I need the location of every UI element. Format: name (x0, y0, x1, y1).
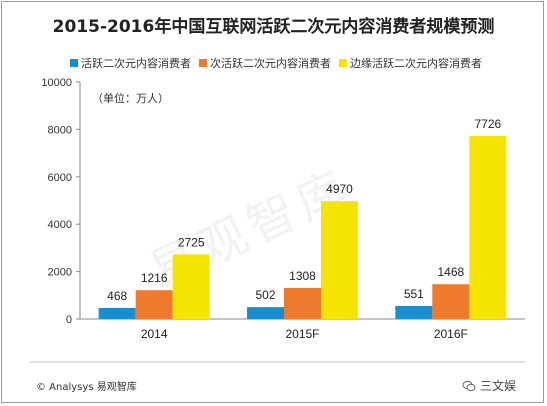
x-tick-label: 2014 (141, 327, 168, 341)
legend-swatch (199, 59, 207, 67)
bar-2016F-2 (469, 135, 507, 319)
legend-swatch (339, 59, 347, 67)
wechat-icon (462, 380, 476, 391)
chart-title: 2015-2016年中国互联网活跃二次元内容消费者规模预测 (52, 17, 495, 37)
bar-value-label: 1216 (141, 271, 168, 285)
y-tick-label: 8000 (48, 124, 72, 136)
bar-2014-0 (98, 307, 136, 319)
legend-label: 边缘活跃二次元内容消费者 (350, 57, 482, 70)
legend-item-0: 活跃二次元内容消费者 (70, 55, 191, 71)
bar-value-label: 1468 (437, 265, 464, 279)
brand-label: 三文娱 (480, 379, 517, 393)
unit-label: （单位：万人） (92, 92, 169, 105)
bar-2014-1 (135, 290, 173, 319)
legend-label: 活跃二次元内容消费者 (81, 57, 191, 70)
y-tick-label: 0 (66, 314, 72, 326)
bar-value-label: 4970 (326, 182, 353, 196)
bar-2016F-1 (432, 284, 470, 319)
bar-value-label: 1308 (289, 269, 316, 283)
legend-swatch (70, 59, 78, 67)
bar-value-label: 468 (107, 289, 127, 303)
legend: 活跃二次元内容消费者 次活跃二次元内容消费者 边缘活跃二次元内容消费者 (70, 55, 482, 71)
bar-2015F-0 (247, 307, 284, 319)
bar-value-label: 551 (404, 287, 424, 301)
bar-2015F-1 (284, 288, 321, 319)
bar-2014-2 (172, 254, 210, 319)
bar-value-label: 2725 (178, 235, 205, 249)
source-footer: © Analysys 易观智库 (36, 382, 137, 393)
brand-badge: 三文娱 (462, 377, 516, 394)
x-tick-label: 2015F (285, 327, 319, 341)
y-tick-label: 4000 (48, 219, 72, 231)
bar-value-label: 7726 (474, 117, 501, 131)
legend-item-2: 边缘活跃二次元内容消费者 (339, 55, 482, 71)
y-tick-label: 2000 (48, 267, 72, 279)
bar-2016F-0 (395, 305, 433, 319)
y-tick-label: 6000 (48, 172, 72, 184)
legend-label: 次活跃二次元内容消费者 (210, 57, 331, 70)
x-tick-label: 2016F (434, 327, 468, 341)
y-tick-label: 10000 (41, 77, 72, 89)
bar-2015F-2 (321, 201, 358, 319)
legend-item-1: 次活跃二次元内容消费者 (199, 55, 331, 71)
bar-value-label: 502 (255, 288, 275, 302)
